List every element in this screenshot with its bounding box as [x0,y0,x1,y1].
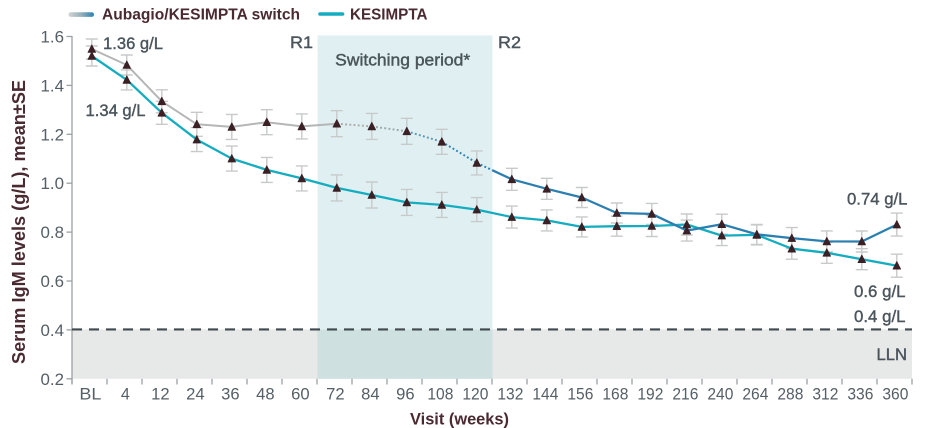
svg-text:144: 144 [532,385,558,404]
svg-text:4: 4 [121,385,130,404]
svg-text:1.36 g/L: 1.36 g/L [103,34,163,53]
svg-text:LLN: LLN [877,345,908,364]
svg-text:60: 60 [291,385,310,404]
svg-text:132: 132 [497,385,523,404]
svg-text:1.4: 1.4 [41,76,65,95]
svg-text:360: 360 [882,385,908,404]
svg-text:1.2: 1.2 [41,125,65,144]
svg-text:12: 12 [151,385,170,404]
svg-text:Switching period*: Switching period* [335,51,470,70]
svg-text:0.6: 0.6 [41,272,65,291]
svg-text:288: 288 [777,385,803,404]
svg-text:312: 312 [812,385,838,404]
svg-text:336: 336 [847,385,873,404]
svg-text:168: 168 [602,385,628,404]
svg-text:96: 96 [396,385,415,404]
svg-text:R1: R1 [290,33,313,52]
svg-text:Serum IgM levels (g/L), mean±S: Serum IgM levels (g/L), mean±SE [9,80,29,364]
svg-text:0.4 g/L: 0.4 g/L [854,307,906,326]
svg-text:156: 156 [567,385,593,404]
svg-text:120: 120 [462,385,488,404]
svg-text:0.8: 0.8 [41,223,65,242]
svg-text:1.6: 1.6 [41,28,65,47]
svg-text:48: 48 [256,385,275,404]
svg-text:108: 108 [427,385,453,404]
svg-text:36: 36 [221,385,240,404]
svg-text:0.4: 0.4 [41,321,65,340]
svg-text:Aubagio/KESIMPTA switch: Aubagio/KESIMPTA switch [102,7,300,24]
svg-text:BL: BL [79,385,101,404]
svg-text:192: 192 [637,385,663,404]
svg-text:0.6 g/L: 0.6 g/L [854,282,906,301]
svg-text:Visit (weeks): Visit (weeks) [410,411,509,428]
svg-text:264: 264 [742,385,768,404]
svg-text:24: 24 [186,385,205,404]
svg-text:KESIMPTA: KESIMPTA [350,7,428,24]
svg-text:0.74 g/L: 0.74 g/L [847,190,908,209]
svg-text:R2: R2 [498,33,521,52]
svg-text:84: 84 [361,385,380,404]
svg-text:216: 216 [672,385,698,404]
svg-text:0.2: 0.2 [41,370,65,389]
svg-text:240: 240 [707,385,733,404]
svg-text:1.34 g/L: 1.34 g/L [86,101,146,120]
svg-text:1.0: 1.0 [41,174,65,193]
svg-text:72: 72 [326,385,345,404]
